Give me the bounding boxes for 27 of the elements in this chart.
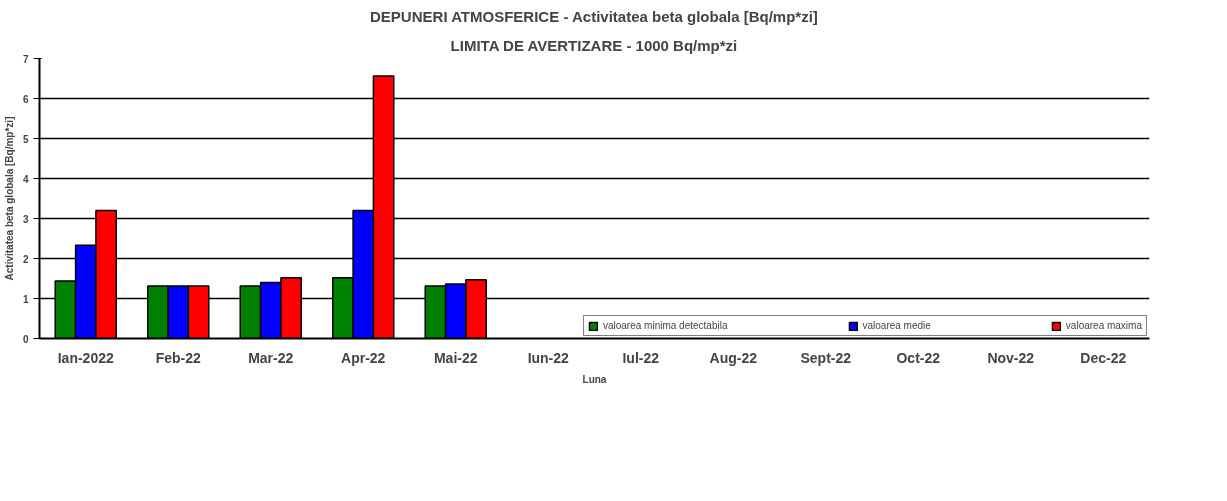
x-tick-label: Feb-22 bbox=[155, 349, 202, 366]
y-tick-label: 1 bbox=[22, 293, 29, 305]
x-axis-title: Luna bbox=[582, 373, 607, 385]
y-tick-label: 5 bbox=[22, 133, 29, 145]
x-tick-label: Mar-22 bbox=[248, 349, 294, 366]
y-tick-label: 0 bbox=[22, 333, 29, 345]
y-tick-label: 3 bbox=[22, 213, 29, 225]
y-tick-label: 2 bbox=[22, 253, 29, 265]
x-tick-label: Aug-22 bbox=[709, 349, 758, 366]
y-tick-label: 7 bbox=[22, 53, 29, 65]
legend-label: valoarea medie bbox=[862, 320, 931, 331]
legend-label: valoarea minima detectabila bbox=[602, 320, 728, 331]
x-tick-label: Ian-2022 bbox=[57, 349, 114, 366]
chart-subtitle: LIMITA DE AVERTIZARE - 1000 Bq/mp*zi bbox=[450, 36, 738, 54]
y-tick-label: 4 bbox=[22, 173, 29, 185]
x-tick-label: Nov-22 bbox=[987, 349, 1035, 366]
x-tick-label: Mai-22 bbox=[433, 349, 478, 366]
y-axis-title: Activitatea beta globala [Bq/mp*zi] bbox=[3, 116, 15, 281]
x-tick-label: Iul-22 bbox=[622, 349, 660, 366]
y-tick-label: 6 bbox=[22, 93, 29, 105]
x-tick-label: Sept-22 bbox=[800, 349, 852, 366]
chart-title: DEPUNERI ATMOSFERICE - Activitatea beta globala [Bq/mp*zi] bbox=[370, 7, 818, 25]
x-tick-label: Apr-22 bbox=[341, 349, 386, 366]
x-tick-label: Oct-22 bbox=[896, 349, 941, 366]
x-tick-label: Iun-22 bbox=[527, 349, 570, 366]
x-tick-label: Dec-22 bbox=[1080, 349, 1127, 366]
legend-label: valoarea maxima bbox=[1065, 320, 1142, 331]
